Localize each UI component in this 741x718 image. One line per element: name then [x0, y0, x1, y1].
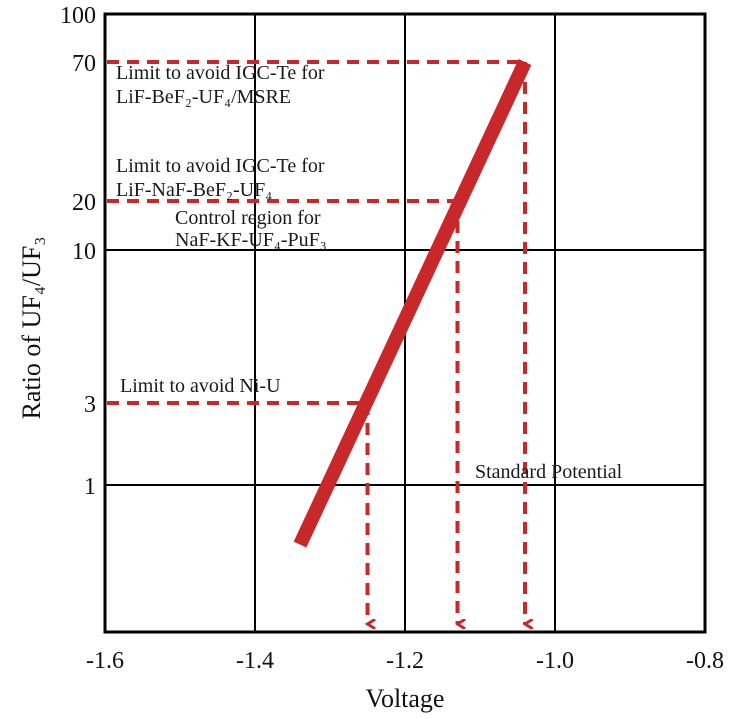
y-tick-label: 100: [60, 3, 96, 29]
series-line: [293, 59, 532, 548]
y-tick-label: 70: [72, 51, 96, 77]
x-tick-label: -1.6: [86, 648, 124, 674]
plot-frame: [103, 12, 707, 634]
annotation-msre: Limit to avoid IGC-Te for: [116, 62, 325, 84]
y-tick-label: 10: [72, 239, 96, 265]
series: [293, 59, 532, 548]
guide-lines: [107, 60, 525, 624]
x-tick-label: -1.0: [536, 648, 574, 674]
x-axis-title: Voltage: [366, 684, 445, 713]
x-tick-label: -1.4: [236, 648, 274, 674]
annotation-ni-u: Limit to avoid Ni-U: [120, 375, 281, 397]
y-tick-label: 1: [84, 474, 96, 500]
x-tick-labels: -1.6 -1.4 -1.2 -1.0 -0.8: [86, 648, 724, 674]
annotation-control: NaF-KF-UF₄-PuF₃: [175, 229, 327, 251]
annotation-msre: LiF-BeF₂-UF₄/MSRE: [116, 86, 291, 108]
annotation-lif-naf: Limit to avoid IGC-Te for: [116, 155, 325, 177]
x-tick-label: -1.2: [386, 648, 424, 674]
annotation-standard: Standard Potential: [475, 461, 623, 483]
annotation-control: Control region for: [175, 207, 321, 229]
y-tick-label: 3: [84, 392, 96, 418]
y-tick-label: 20: [72, 190, 96, 216]
y-axis-title: Ratio of UF₄/UF₃: [17, 237, 46, 420]
x-tick-label: -0.8: [686, 648, 724, 674]
annotation-lif-naf: LiF-NaF-BeF₂-UF₄: [116, 179, 272, 201]
grid: [105, 14, 705, 632]
annotations: Limit to avoid IGC-Te forLiF-BeF₂-UF₄/MS…: [116, 62, 623, 483]
y-tick-labels: 1 3 10 20 70 100: [60, 3, 96, 500]
